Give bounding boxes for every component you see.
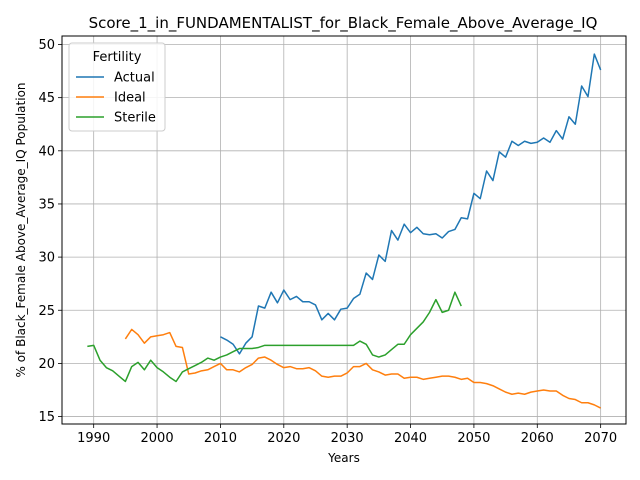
plot-frame xyxy=(61,35,627,425)
y-tick-label: 50 xyxy=(38,38,55,53)
x-tick-label: 2030 xyxy=(331,431,364,446)
x-tick-label: 2060 xyxy=(521,431,554,446)
legend-label-sterile: Sterile xyxy=(114,111,156,126)
legend-label-actual: Actual xyxy=(114,71,155,86)
legend-label-ideal: Ideal xyxy=(114,91,146,106)
series-lines xyxy=(87,53,602,409)
legend-box xyxy=(68,42,166,132)
legend-title: Fertility xyxy=(93,50,142,65)
x-tick-label: 1990 xyxy=(77,431,110,446)
chart-title: Score_1_in_FUNDAMENTALIST_for_Black_Fema… xyxy=(89,14,598,33)
y-tick-label: 30 xyxy=(38,251,55,266)
x-axis-ticks: 1990 2000 2010 2020 2030 2040 2050 2060 2070 xyxy=(77,424,617,446)
x-tick-label: 2000 xyxy=(141,431,174,446)
x-tick-label: 2070 xyxy=(584,431,617,446)
y-tick-label: 40 xyxy=(38,144,55,159)
series-line-sterile xyxy=(87,291,462,383)
series-line-actual xyxy=(220,53,602,355)
legend: Fertility Actual Ideal Sterile xyxy=(68,42,166,132)
y-tick-label: 45 xyxy=(38,91,55,106)
x-tick-label: 2010 xyxy=(204,431,237,446)
y-tick-label: 20 xyxy=(38,357,55,372)
y-tick-label: 15 xyxy=(38,410,55,425)
x-tick-label: 2040 xyxy=(394,431,427,446)
grid xyxy=(62,36,626,424)
y-axis-label: % of Black_Female Above_Average_IQ Popul… xyxy=(14,82,28,377)
y-axis-ticks: 15 20 25 30 35 40 45 50 xyxy=(38,38,62,425)
y-tick-label: 35 xyxy=(38,197,55,212)
y-tick-label: 25 xyxy=(38,304,55,319)
series-line-ideal xyxy=(124,328,601,409)
x-tick-label: 2050 xyxy=(457,431,490,446)
x-axis-label: Years xyxy=(327,451,360,465)
x-tick-label: 2020 xyxy=(267,431,300,446)
